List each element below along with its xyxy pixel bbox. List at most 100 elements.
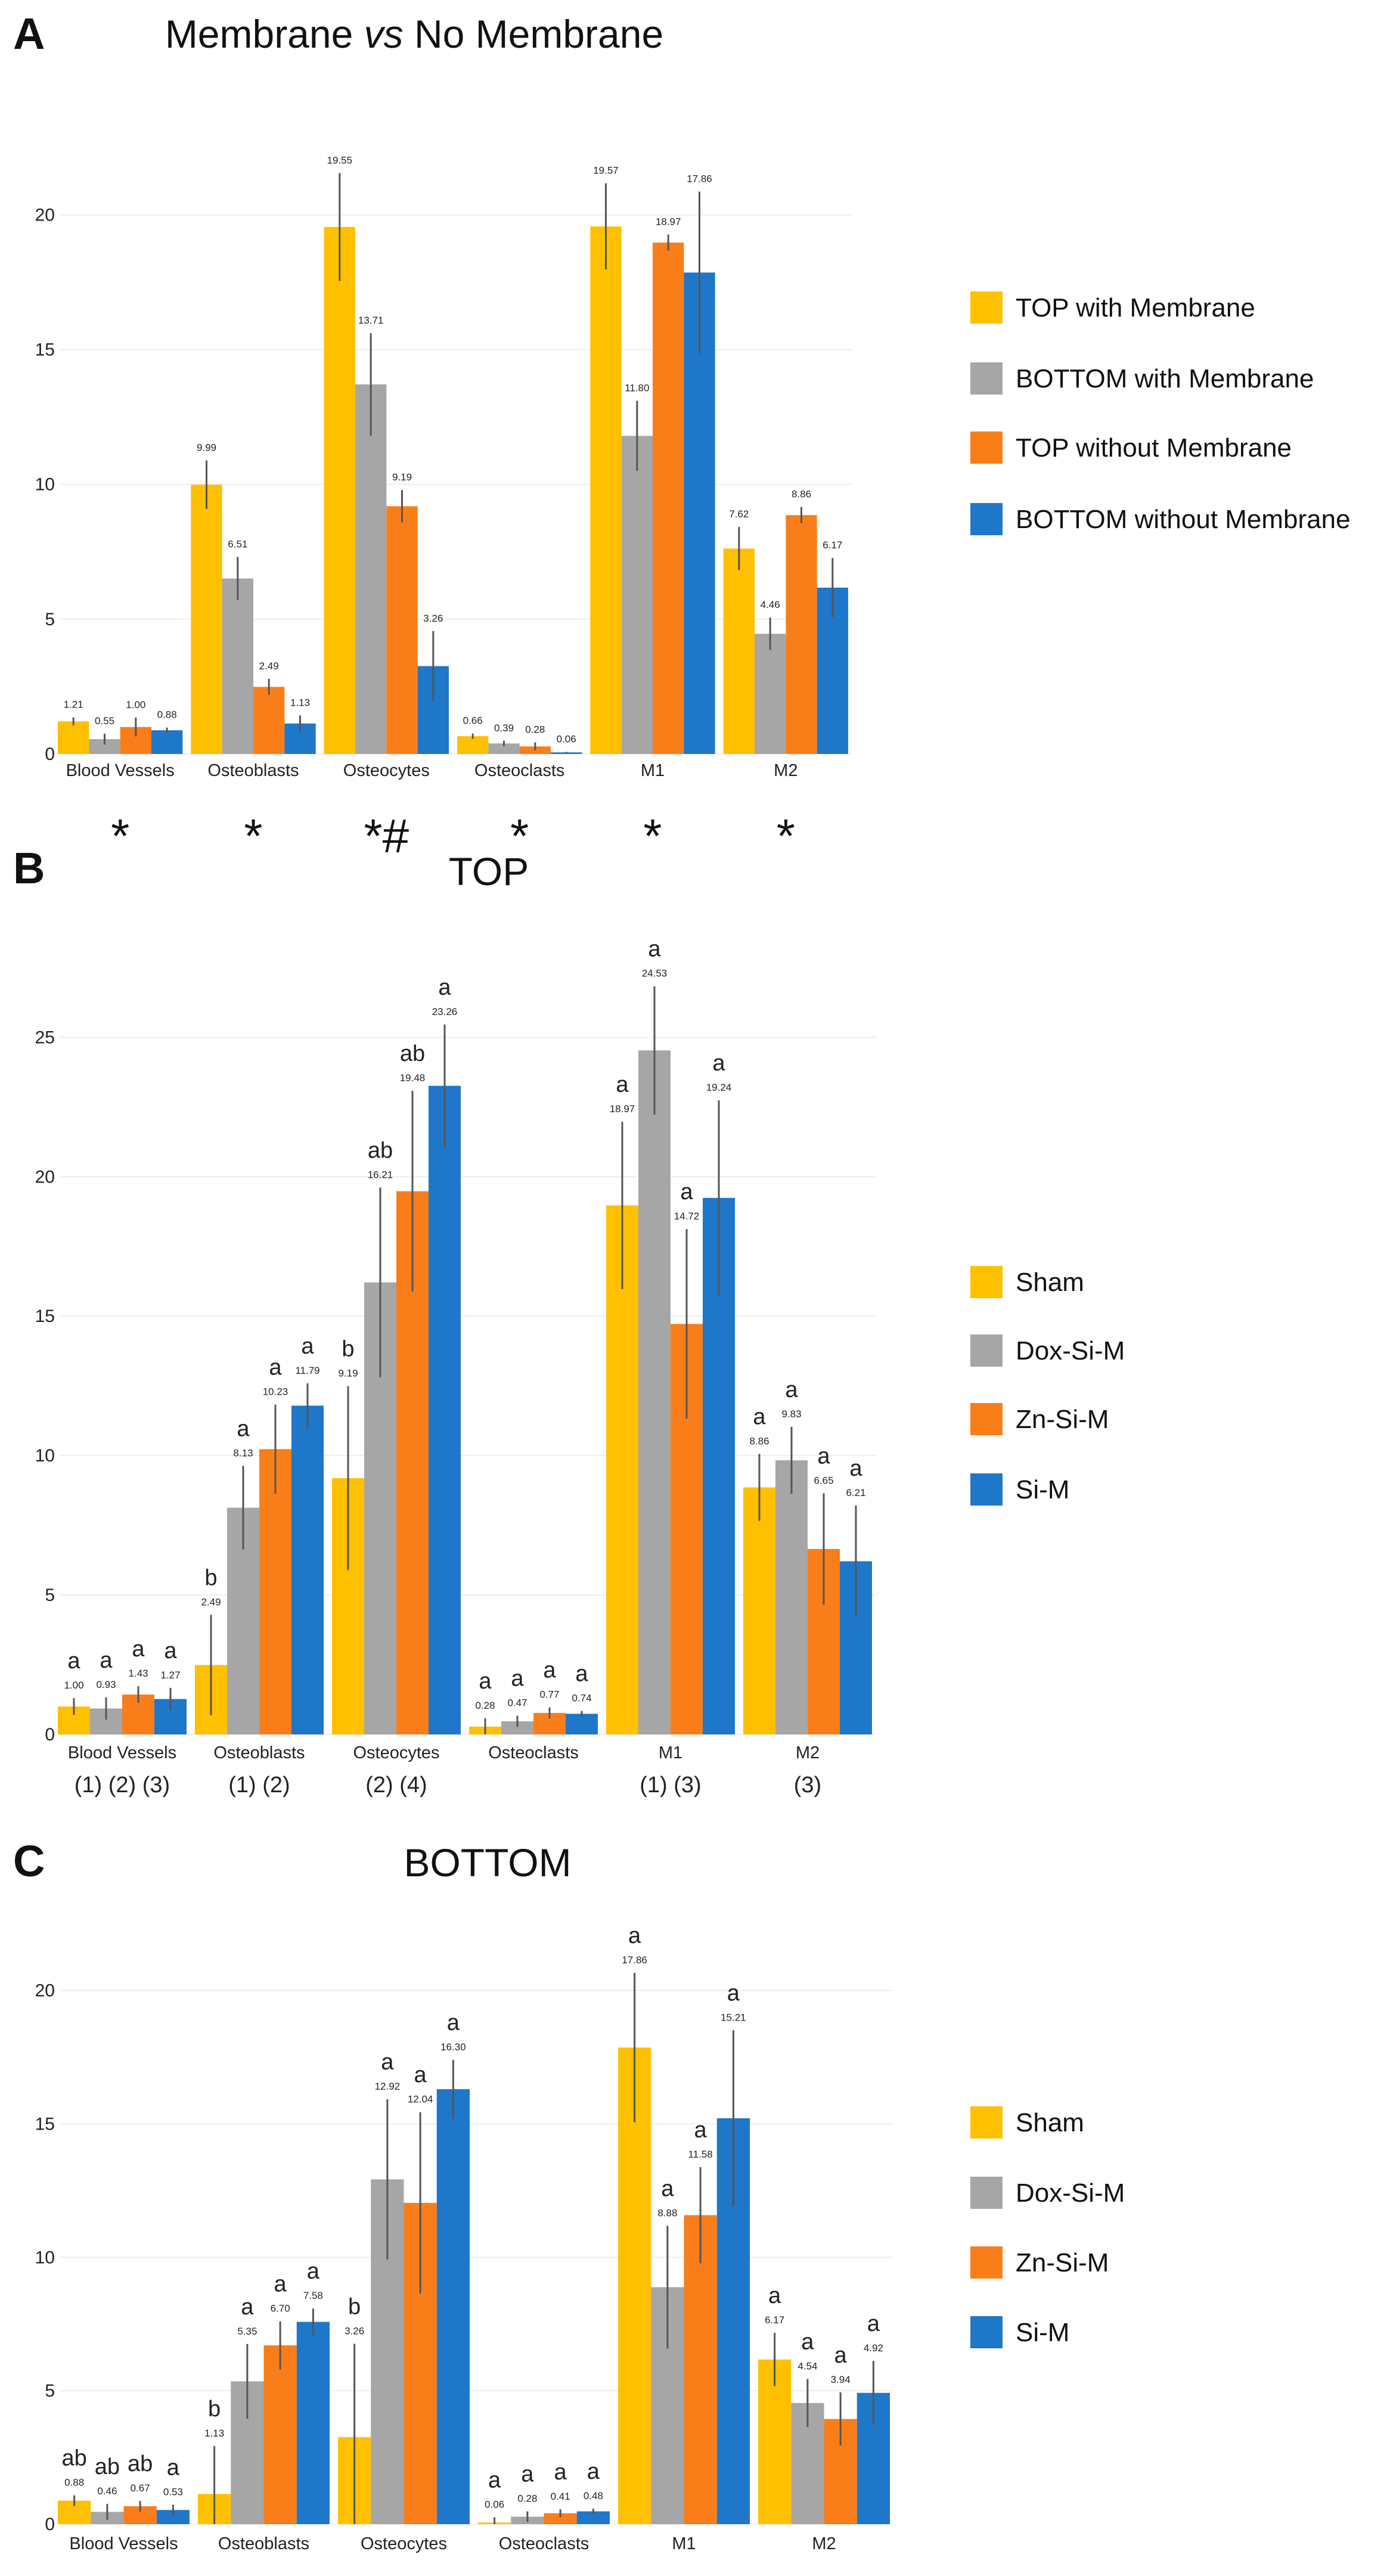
panel-c-category-label-m1: M1 — [672, 2534, 696, 2553]
panel-a-bar-osteocytes-top-with-membrane — [324, 226, 355, 754]
panel-c-significance-letter-blood-vessels-si-m: a — [167, 2455, 180, 2480]
panel-c-value-label-osteoblasts-zn-si-m: 6.70 — [271, 2303, 290, 2314]
panel-a-value-label-blood-vessels-bottom-without-membrane: 0.88 — [157, 709, 177, 721]
panel-c-value-label-m2-zn-si-m: 3.94 — [831, 2374, 851, 2385]
panel-c-significance-letter-osteoclasts-dox-si-m: a — [521, 2462, 534, 2487]
panel-a-legend-swatch-bottom-without-membrane — [970, 503, 1003, 535]
panel-b-bar-osteoblasts-zn-si-m — [259, 1449, 291, 1734]
panel-c-value-label-osteoblasts-si-m: 7.58 — [303, 2290, 323, 2301]
panel-b-significance-letter-osteoclasts-zn-si-m: a — [543, 1658, 556, 1683]
panel-a-value-label-osteocytes-bottom-without-membrane: 3.26 — [423, 613, 443, 624]
panel-b-significance-letter-osteoblasts-sham: b — [204, 1565, 217, 1590]
panel-b-value-label-blood-vessels-si-m: 1.27 — [160, 1669, 180, 1681]
panel-c-category-label-osteoclasts: Osteoclasts — [499, 2534, 589, 2553]
panel-b-value-label-m2-sham: 8.86 — [749, 1435, 769, 1447]
panel-b-legend-label-sham: Sham — [1016, 1268, 1084, 1297]
panel-c-significance-letter-osteoblasts-si-m: a — [307, 2259, 320, 2284]
panel-c-value-label-osteoblasts-sham: 1.13 — [204, 2428, 224, 2439]
panel-a-legend-swatch-top-with-membrane — [970, 291, 1003, 324]
panel-a-value-label-m2-bottom-with-membrane: 4.46 — [761, 599, 780, 610]
panel-c-significance-letter-osteoclasts-sham: a — [488, 2468, 501, 2493]
panel-c-significance-letter-m2-si-m: a — [867, 2311, 880, 2336]
panel-a-bar-osteoblasts-top-with-membrane — [191, 485, 222, 754]
panel-c-category-label-osteoblasts: Osteoblasts — [218, 2534, 309, 2553]
panel-b-value-label-blood-vessels-zn-si-m: 1.43 — [128, 1668, 148, 1679]
panel-b-category-label-osteocytes: Osteocytes — [353, 1743, 439, 1762]
panel-b-significance-letter-osteoclasts-si-m: a — [575, 1662, 588, 1687]
panel-a-bar-osteocytes-bottom-with-membrane — [355, 384, 387, 754]
panel-a-category-label-osteocytes: Osteocytes — [343, 761, 430, 780]
panel-b-significance-letter-m1-zn-si-m: a — [680, 1180, 693, 1205]
panel-b-y-tick-label-25: 25 — [35, 1028, 55, 1047]
panel-a-category-label-osteoblasts: Osteoblasts — [207, 761, 299, 780]
panel-c-value-label-m2-sham: 6.17 — [765, 2314, 784, 2326]
panel-b-value-label-osteoclasts-dox-si-m: 0.47 — [507, 1697, 527, 1709]
panel-letter-b: B — [13, 843, 45, 893]
panel-a-value-label-m1-bottom-with-membrane: 11.80 — [625, 383, 649, 394]
panel-c-significance-letter-osteocytes-sham: b — [348, 2294, 361, 2319]
panel-b-value-label-osteocytes-sham: 9.19 — [338, 1368, 358, 1379]
panel-b-value-label-osteoblasts-sham: 2.49 — [201, 1596, 221, 1607]
panel-c-value-label-m1-si-m: 15.21 — [721, 2012, 746, 2023]
panel-c-significance-letter-m1-zn-si-m: a — [694, 2118, 707, 2143]
panel-a-value-label-osteoblasts-top-with-membrane: 9.99 — [197, 442, 216, 453]
panel-b-significance-letter-m2-si-m: a — [849, 1456, 862, 1481]
panel-b-value-label-osteoclasts-sham: 0.28 — [475, 1700, 495, 1711]
panel-a-value-label-m2-bottom-without-membrane: 6.17 — [823, 539, 842, 551]
panel-c-value-label-blood-vessels-dox-si-m: 0.46 — [97, 2485, 117, 2497]
panel-letter-c: C — [13, 1836, 45, 1886]
panel-a-bar-blood-vessels-top-with-membrane — [58, 721, 89, 754]
panel-a-value-label-blood-vessels-bottom-with-membrane: 0.55 — [95, 715, 114, 727]
panel-b-category-label-blood-vessels: Blood Vessels — [68, 1743, 176, 1762]
panel-a-value-label-osteoclasts-top-without-membrane: 0.28 — [525, 724, 545, 735]
panel-b-value-label-blood-vessels-dox-si-m: 0.93 — [96, 1679, 116, 1690]
panel-b-title: TOP — [449, 849, 529, 893]
panel-a-bar-osteoclasts-bottom-with-membrane — [488, 743, 520, 754]
panel-c-value-label-blood-vessels-zn-si-m: 0.67 — [131, 2482, 150, 2494]
panel-b-bar-osteocytes-si-m — [429, 1085, 461, 1734]
panel-b-significance-letter-osteocytes-sham: b — [342, 1337, 354, 1362]
panel-c-category-label-blood-vessels: Blood Vessels — [69, 2534, 178, 2553]
panel-c-value-label-osteoclasts-sham: 0.06 — [485, 2499, 504, 2510]
panel-a-value-label-m2-top-without-membrane: 8.86 — [792, 489, 811, 500]
panel-b-value-label-osteocytes-dox-si-m: 16.21 — [368, 1169, 393, 1181]
panel-c-significance-letter-m1-dox-si-m: a — [661, 2176, 674, 2201]
panel-c-y-tick-label-0: 0 — [45, 2515, 55, 2534]
panel-b-value-label-m1-zn-si-m: 14.72 — [674, 1211, 700, 1222]
panel-c-significance-letter-osteoclasts-zn-si-m: a — [554, 2460, 567, 2485]
panel-b-value-label-blood-vessels-sham: 1.00 — [64, 1680, 83, 1691]
panel-b-category-label-m2: M2 — [796, 1743, 820, 1762]
panel-c-bar-osteoclasts-si-m — [576, 2511, 610, 2524]
panel-a-bar-osteoclasts-bottom-without-membrane — [551, 752, 582, 754]
panel-b-value-label-osteoclasts-si-m: 0.74 — [572, 1693, 591, 1704]
panel-a-significance-mark-osteocytes: *# — [364, 809, 409, 862]
panel-a-bar-m1-top-with-membrane — [590, 226, 622, 754]
panel-c-significance-letter-m1-si-m: a — [727, 1981, 740, 2006]
panel-b-bar-m2-dox-si-m — [775, 1460, 808, 1734]
panel-a-category-label-osteoclasts: Osteoclasts — [474, 761, 565, 780]
panel-b-value-label-m2-zn-si-m: 6.65 — [814, 1475, 833, 1486]
panel-b-category-label-osteoblasts: Osteoblasts — [213, 1743, 305, 1762]
panel-a-value-label-osteoclasts-top-with-membrane: 0.66 — [463, 715, 483, 727]
panel-b-value-label-osteocytes-si-m: 23.26 — [432, 1006, 458, 1017]
panel-c-value-label-osteoclasts-zn-si-m: 0.41 — [551, 2491, 570, 2502]
panel-a-legend-swatch-top-without-membrane — [970, 432, 1003, 464]
panel-c-category-label-m2: M2 — [812, 2534, 836, 2553]
panel-b-legend-swatch-zn-si-m — [970, 1403, 1003, 1435]
panel-b-significance-letter-m2-sham: a — [753, 1404, 766, 1429]
panel-b-significance-letter-blood-vessels-sham: a — [67, 1649, 80, 1674]
panel-c-value-label-osteocytes-dox-si-m: 12.92 — [375, 2081, 401, 2092]
panel-a-y-tick-label-0: 0 — [45, 744, 55, 764]
panel-b-significance-letter-blood-vessels-dox-si-m: a — [100, 1648, 113, 1673]
panel-c-y-tick-label-10: 10 — [35, 2248, 55, 2267]
panel-a-y-tick-label-20: 20 — [35, 205, 55, 225]
panel-c-significance-letter-osteocytes-zn-si-m: a — [414, 2063, 427, 2088]
panel-b-group-note-blood-vessels: (1) (2) (3) — [75, 1773, 170, 1798]
panel-c-significance-letter-m2-sham: a — [768, 2283, 781, 2308]
panel-a-value-label-osteoblasts-bottom-without-membrane: 1.13 — [290, 697, 310, 708]
panel-a-y-tick-label-5: 5 — [45, 610, 55, 629]
panel-a-y-tick-label-10: 10 — [35, 475, 55, 495]
panel-c-bar-osteoblasts-zn-si-m — [263, 2345, 297, 2524]
panel-b-significance-letter-blood-vessels-zn-si-m: a — [132, 1637, 145, 1662]
